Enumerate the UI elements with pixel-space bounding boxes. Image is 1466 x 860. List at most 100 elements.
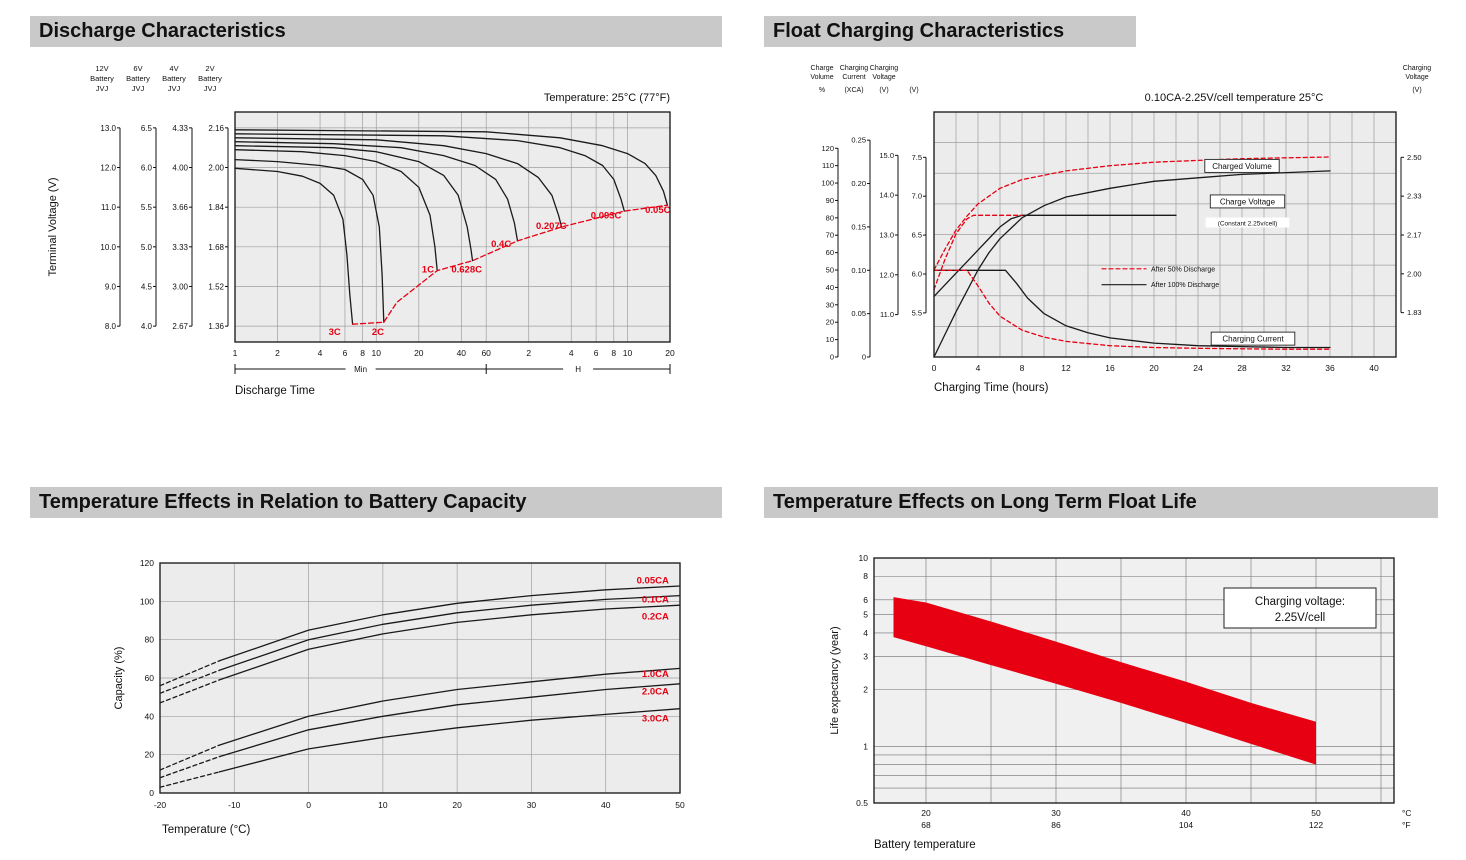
axis-tick-label: 0: [862, 353, 866, 362]
x-axis-title: Battery temperature: [874, 839, 976, 851]
axis-tick-label: 2.33: [1407, 192, 1422, 201]
x-tick-label: 6: [594, 348, 599, 358]
y-axis-header: JVJ: [204, 84, 217, 93]
curve-charging-current-100: [933, 269, 1331, 349]
y-axis-title: Capacity (%): [113, 647, 125, 710]
x-tick-label: 2: [275, 348, 280, 358]
annotation-line: Charging voltage:: [1255, 596, 1345, 608]
y-tick-label: 6: [863, 595, 868, 605]
y-tick-label: 1.52: [208, 282, 224, 291]
axis-header: Charging: [840, 65, 869, 72]
axis-tick-label: 0: [830, 353, 834, 362]
y-tick-label: 0.5: [856, 798, 868, 808]
x-tick-label: 10: [378, 800, 388, 810]
axis-unit: (V): [909, 87, 918, 94]
curve-label-box: [1209, 194, 1286, 209]
panel-title-float-life: Temperature Effects on Long Term Float L…: [764, 487, 1438, 518]
temperature-annotation: Temperature: 25°C (77°F): [544, 92, 670, 104]
y-tick-label: 40: [145, 711, 155, 721]
x-tick-label: 10: [623, 348, 633, 358]
curve-0.05CA-dashed: [159, 660, 221, 687]
y-axis-title: Terminal Voltage (V): [47, 177, 59, 276]
y-tick-label: 0: [149, 788, 154, 798]
curve-label-2.0CA: 2.0CA: [642, 686, 669, 697]
x-axis-title: Temperature (°C): [162, 824, 250, 836]
y-axis-header: Battery: [126, 74, 150, 83]
curve-1.0CA: [218, 667, 681, 746]
y-tick-label: 3.00: [172, 282, 188, 291]
curve-label-0.207C: 0.207C: [536, 221, 567, 232]
panel-temperature-capacity: Temperature Effects in Relation to Batte…: [30, 487, 722, 858]
y-tick-label: 3.66: [172, 203, 188, 212]
axis-unit: (V): [879, 87, 888, 94]
curve-label-0.4C: 0.4C: [491, 239, 511, 250]
y-tick-label: 2: [863, 685, 868, 695]
axis-unit: %: [819, 87, 825, 94]
x-tick-label: 1: [233, 348, 238, 358]
x-tick-label: 40: [601, 800, 611, 810]
x-tick-label: 8: [611, 348, 616, 358]
x-tick-label-fahrenheit: 122: [1309, 820, 1323, 830]
float-life-chart: Charging voltage:2.25V/cell1086543210.52…: [829, 553, 1412, 851]
curve-2.0CA-dashed: [159, 755, 221, 779]
axis-header: Volume: [810, 74, 833, 81]
axis-tick-label: 2.50: [1407, 153, 1422, 162]
curve-label-0.628C: 0.628C: [451, 265, 482, 276]
plot-border: [159, 562, 681, 794]
axis-tick-label: 0.15: [851, 222, 866, 231]
axis-tick-label: 30: [826, 300, 834, 309]
axis-tick-label: 0.20: [851, 179, 866, 188]
y-axis-header: 6V: [133, 64, 142, 73]
axis-tick-label: 20: [826, 318, 834, 327]
x-tick-label: 20: [414, 348, 424, 358]
x-unit-label: H: [575, 365, 581, 374]
chart-annotation: 0.10CA-2.25V/cell temperature 25°C: [1145, 92, 1324, 104]
y-tick-label: 1.36: [208, 322, 224, 331]
axis-header: Charging: [1403, 65, 1432, 72]
curve-0.2CA-dashed: [159, 679, 221, 704]
x-tick-label: 30: [527, 800, 537, 810]
y-axis-header: Battery: [90, 74, 114, 83]
panel-float-charging: Float Charging Characteristics Charged V…: [764, 16, 1438, 437]
x-unit-brackets: Min H: [234, 363, 671, 375]
axis-tick-label: 50: [826, 266, 834, 275]
curve-2C: [234, 158, 385, 323]
axis-header: Current: [842, 74, 865, 81]
x-tick-label-fahrenheit: 104: [1179, 820, 1193, 830]
axis-tick-label: 120: [821, 144, 834, 153]
float-charging-chart: Charged Volume Charge Voltage (Constant 2.…: [810, 65, 1432, 394]
y-tick-label: 4.00: [172, 164, 188, 173]
curve-1C: [234, 149, 438, 272]
axis-tick-label: 14.0: [879, 191, 894, 200]
y-tick-label: 6.5: [141, 124, 153, 133]
axis-tick-label: 5.5: [912, 308, 922, 317]
axis-tick-label: 12.0: [879, 270, 894, 279]
curve-0.1CA-dashed: [159, 669, 221, 694]
axis-tick-label: 10: [826, 335, 834, 344]
gridlines: [934, 112, 1396, 357]
y-tick-label: 2.67: [172, 322, 188, 331]
curve-label-1C: 1C: [422, 265, 434, 276]
axis-tick-label: 6.5: [912, 231, 922, 240]
x-tick-label: 0: [306, 800, 311, 810]
x-tick-label: 16: [1105, 363, 1115, 373]
x-unit-celsius: °C: [1402, 808, 1412, 818]
y-tick-label: 5.5: [141, 203, 153, 212]
float-life-band: [893, 597, 1316, 765]
x-tick-label: 36: [1325, 363, 1335, 373]
x-tick-label: 24: [1193, 363, 1203, 373]
x-tick-label: 8: [360, 348, 365, 358]
curve-0.1CA: [218, 594, 681, 671]
y-tick-label: 3: [863, 651, 868, 661]
legend-label: After 50% Discharge: [1151, 266, 1215, 273]
y-tick-label: 10: [859, 553, 869, 563]
curve-label: Charged Volume: [1212, 162, 1272, 171]
y-axis-header: JVJ: [132, 84, 145, 93]
y-tick-label: 8: [863, 571, 868, 581]
x-axis-title: Charging Time (hours): [934, 382, 1049, 394]
x-tick-label: 4: [569, 348, 574, 358]
y-tick-label: 4: [863, 628, 868, 638]
x-tick-label: 28: [1237, 363, 1247, 373]
x-tick-label: 40: [457, 348, 467, 358]
